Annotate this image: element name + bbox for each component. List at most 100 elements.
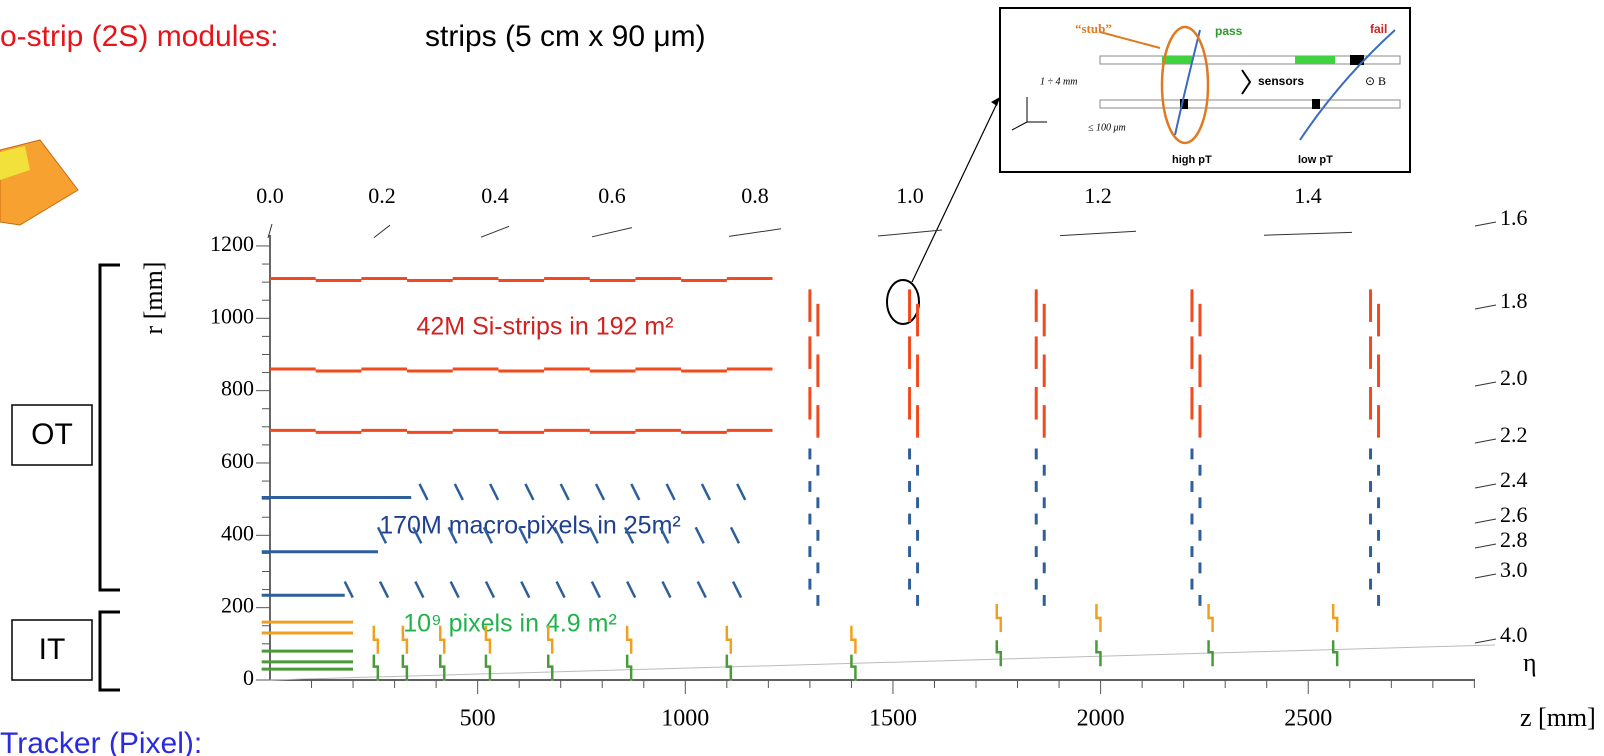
eta-top-label: 1.2 <box>1084 183 1112 208</box>
pass-label: pass <box>1215 24 1243 38</box>
eta-line <box>269 644 1496 681</box>
pixel-disk-outer <box>401 625 409 654</box>
macro-tilted-module <box>447 526 458 544</box>
pixel-disk-outer <box>1207 604 1214 633</box>
eta-right-label: 1.6 <box>1500 205 1528 230</box>
eta-tick <box>1474 638 1497 644</box>
gap-label: 1 ÷ 4 mm <box>1040 76 1077 87</box>
macro-tilted-module <box>412 526 423 544</box>
eta-tick <box>1474 304 1497 310</box>
eta-tick <box>1474 573 1497 579</box>
eta-tick <box>1474 483 1497 489</box>
macro-tilted-module <box>736 483 747 501</box>
eta-tick <box>1263 231 1353 236</box>
fail-hit <box>1350 55 1364 65</box>
eta-tick <box>480 225 510 238</box>
eta-top-label: 0.2 <box>368 183 396 208</box>
it-label: IT <box>39 633 66 666</box>
pixel-disk-outer <box>439 625 446 654</box>
strips-annotation: 42M Si-strips in 192 m² <box>416 313 673 341</box>
pass-hits <box>1162 56 1192 64</box>
macro-tilted-module <box>588 526 599 544</box>
strip-layer <box>270 428 773 434</box>
low-pt-track <box>1299 29 1396 141</box>
eta-tick <box>1059 230 1137 237</box>
pixel-disk-inner <box>1331 640 1339 667</box>
eta-right-label: 3.0 <box>1500 557 1528 582</box>
eta-tick <box>1474 221 1497 227</box>
macro-tilted-module <box>594 483 606 501</box>
fail-label: fail <box>1370 22 1387 36</box>
eta-right-label: 4.0 <box>1500 622 1528 647</box>
r-tick-label: 600 <box>221 448 254 473</box>
eta-tick <box>373 224 391 238</box>
macro-annotation: 170M macro-pixels in 25m² <box>379 512 681 540</box>
r-axis-label: r [mm] <box>139 262 168 335</box>
macro-tilted-module <box>482 526 493 544</box>
it-bracket <box>98 610 120 692</box>
r-tick-label: 400 <box>221 520 254 545</box>
strip-layer <box>270 277 773 283</box>
eta-tick <box>1474 438 1497 444</box>
eta-tick <box>728 228 782 237</box>
field-label: ⊙ B <box>1365 74 1386 88</box>
ot-bracket <box>98 263 120 592</box>
ot-box <box>11 404 93 466</box>
pitch-label: ≤ 100 μm <box>1088 122 1126 133</box>
pixel-disk-inner <box>725 654 733 681</box>
eta-top-label: 0.0 <box>256 183 284 208</box>
z-tick-label: 1500 <box>869 706 917 732</box>
macro-tilted-module <box>665 483 676 501</box>
sensors-label: sensors <box>1258 74 1304 88</box>
pixel-disk-outer <box>850 625 857 654</box>
eta-label: η <box>1523 648 1537 677</box>
macro-tilted-module <box>731 581 743 599</box>
z-tick-label: 2500 <box>1284 706 1332 732</box>
high-pt-label: high pT <box>1172 154 1212 166</box>
callout-line <box>911 96 1001 283</box>
macro-tilted-module <box>518 526 529 544</box>
eta-top-label: 1.4 <box>1294 183 1322 208</box>
pixel-disk-outer <box>484 625 492 654</box>
pixel-disk-inner <box>439 654 446 681</box>
r-tick-label: 0 <box>243 665 254 690</box>
pixel-disk-outer <box>1331 604 1339 633</box>
macro-tilted-module <box>343 581 354 599</box>
pixels-annotation: 10⁹ pixels in 4.9 m² <box>403 610 617 638</box>
inset-axes <box>1011 97 1047 131</box>
macro-tilted-module <box>524 483 535 501</box>
eta-right-label: 1.8 <box>1500 288 1528 313</box>
stub-arrow <box>1099 31 1161 49</box>
macro-tilted-module <box>623 526 635 544</box>
r-tick-label: 1200 <box>210 231 254 256</box>
pixel-disk-outer <box>625 625 633 654</box>
eta-tick <box>591 227 633 238</box>
pixel-disk-outer <box>1095 604 1102 633</box>
macro-tilted-module <box>729 526 741 544</box>
eta-right-label: 2.0 <box>1500 365 1528 390</box>
eta-tick <box>1474 381 1497 387</box>
macro-tilted-module <box>559 483 570 501</box>
hit <box>1180 99 1188 109</box>
hit <box>1312 99 1320 109</box>
eta-top-label: 0.6 <box>598 183 626 208</box>
eta-top-label: 0.8 <box>741 183 769 208</box>
module-image <box>0 146 30 180</box>
z-tick-label: 2000 <box>1077 706 1125 732</box>
macro-tilted-module <box>414 581 425 599</box>
macro-tilted-module <box>659 526 670 544</box>
eta-tick <box>1474 543 1497 549</box>
sensors-brace <box>1241 69 1252 95</box>
pass-window <box>1295 56 1335 64</box>
eta-right-label: 2.2 <box>1500 422 1528 447</box>
stub-ellipse <box>1160 25 1210 145</box>
pixel-disk-inner <box>625 654 633 681</box>
eta-tick <box>267 223 273 239</box>
macro-tilted-module <box>418 483 429 501</box>
z-axis-label: z [mm] <box>1520 703 1596 732</box>
inset-frame <box>999 7 1411 173</box>
macro-tilted-module <box>694 526 705 544</box>
ot-label: OT <box>31 418 73 451</box>
footer-text: Tracker (Pixel): <box>0 727 202 756</box>
